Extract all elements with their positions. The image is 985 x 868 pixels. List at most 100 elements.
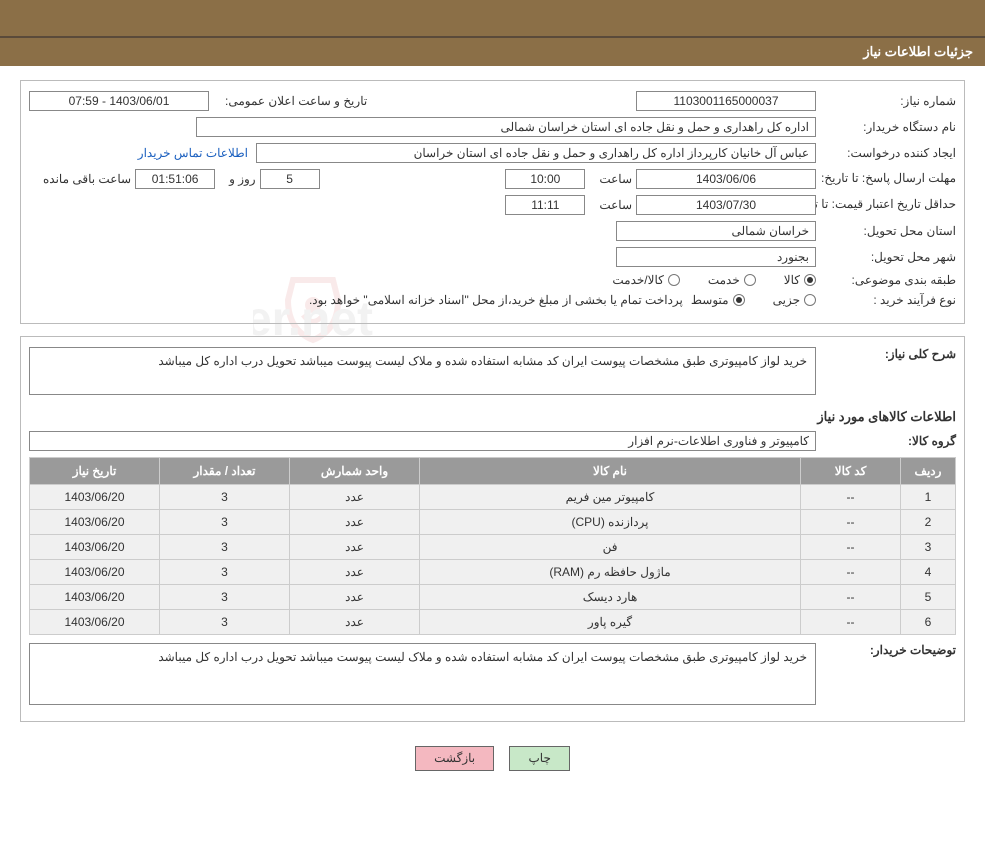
table-cell: کامپیوتر مین فریم [420, 485, 801, 510]
group-label: گروه کالا: [816, 434, 956, 448]
print-button[interactable]: چاپ [509, 746, 569, 771]
table-cell: 3 [160, 585, 290, 610]
days-label: روز و [223, 172, 256, 186]
table-cell: عدد [290, 510, 420, 535]
table-row: 5--هارد دیسکعدد31403/06/20 [30, 585, 956, 610]
table-cell: 4 [901, 560, 956, 585]
table-cell: -- [801, 485, 901, 510]
table-cell: 3 [160, 535, 290, 560]
table-cell: 3 [160, 485, 290, 510]
description-label: شرح کلی نیاز: [816, 347, 956, 361]
process-radio-group: جزیی متوسط [691, 293, 816, 307]
table-row: 6--گیره پاورعدد31403/06/20 [30, 610, 956, 635]
th-name: نام کالا [420, 458, 801, 485]
category-label: طبقه بندی موضوعی: [816, 273, 956, 287]
requester-field: عباس آل خانیان کارپرداز اداره کل راهداری… [256, 143, 816, 163]
table-cell: 2 [901, 510, 956, 535]
requester-label: ایجاد کننده درخواست: [816, 146, 956, 160]
table-cell: هارد دیسک [420, 585, 801, 610]
buyer-contact-link[interactable]: اطلاعات تماس خریدار [138, 146, 248, 160]
radio-both[interactable] [668, 274, 680, 286]
city-label: شهر محل تحویل: [816, 250, 956, 264]
table-cell: 3 [160, 560, 290, 585]
button-row: چاپ بازگشت [20, 734, 965, 783]
buyer-field: اداره کل راهداری و حمل و نقل جاده ای است… [196, 117, 816, 137]
table-cell: -- [801, 560, 901, 585]
items-section-title: اطلاعات کالاهای مورد نیاز [29, 409, 956, 425]
radio-partial[interactable] [804, 294, 816, 306]
table-cell: 3 [901, 535, 956, 560]
buyer-label: نام دستگاه خریدار: [816, 120, 956, 134]
back-button[interactable]: بازگشت [415, 746, 494, 771]
radio-both-label: کالا/خدمت [612, 273, 663, 287]
process-note: پرداخت تمام یا بخشی از مبلغ خرید،از محل … [309, 293, 683, 307]
deadline-date-field: 1403/06/06 [636, 169, 816, 189]
province-label: استان محل تحویل: [816, 224, 956, 238]
table-cell: 1403/06/20 [30, 610, 160, 635]
buyer-notes-label: توضیحات خریدار: [816, 643, 956, 657]
need-number-field: 1103001165000037 [636, 91, 816, 111]
deadline-label: مهلت ارسال پاسخ: تا تاریخ: [816, 171, 956, 187]
th-qty: تعداد / مقدار [160, 458, 290, 485]
page-title: جزئیات اطلاعات نیاز [0, 38, 985, 66]
deadline-time-field: 10:00 [505, 169, 585, 189]
radio-service[interactable] [744, 274, 756, 286]
th-unit: واحد شمارش [290, 458, 420, 485]
group-field: کامپیوتر و فناوری اطلاعات-نرم افزار [29, 431, 816, 451]
validity-time-field: 11:11 [505, 195, 585, 215]
process-label: نوع فرآیند خرید : [816, 293, 956, 307]
table-cell: عدد [290, 585, 420, 610]
category-radio-group: کالا خدمت کالا/خدمت [612, 273, 816, 287]
need-number-label: شماره نیاز: [816, 94, 956, 108]
table-cell: -- [801, 510, 901, 535]
table-cell: 1403/06/20 [30, 485, 160, 510]
validity-date-field: 1403/07/30 [636, 195, 816, 215]
th-date: تاریخ نیاز [30, 458, 160, 485]
table-cell: 1403/06/20 [30, 510, 160, 535]
table-cell: عدد [290, 610, 420, 635]
remaining-time-field: 01:51:06 [135, 169, 215, 189]
table-cell: عدد [290, 560, 420, 585]
table-cell: 3 [160, 610, 290, 635]
table-cell: 1403/06/20 [30, 585, 160, 610]
days-field: 5 [260, 169, 320, 189]
table-cell: -- [801, 585, 901, 610]
remaining-label: ساعت باقی مانده [37, 172, 131, 186]
table-cell: 3 [160, 510, 290, 535]
table-cell: 1403/06/20 [30, 535, 160, 560]
radio-partial-label: جزیی [773, 293, 800, 307]
buyer-notes-text: خرید لواز کامپیوتری طبق مشخصات پیوست ایر… [29, 643, 816, 705]
time-label-1: ساعت [593, 172, 632, 186]
table-cell: عدد [290, 485, 420, 510]
radio-medium[interactable] [733, 294, 745, 306]
table-row: 2--پردازنده (CPU)عدد31403/06/20 [30, 510, 956, 535]
radio-service-label: خدمت [708, 273, 740, 287]
table-cell: 5 [901, 585, 956, 610]
table-cell: فن [420, 535, 801, 560]
province-field: خراسان شمالی [616, 221, 816, 241]
table-cell: -- [801, 610, 901, 635]
top-bar [0, 0, 985, 38]
table-cell: 1403/06/20 [30, 560, 160, 585]
table-cell: پردازنده (CPU) [420, 510, 801, 535]
table-cell: عدد [290, 535, 420, 560]
form-details-section: شماره نیاز: 1103001165000037 تاریخ و ساع… [20, 80, 965, 324]
th-code: کد کالا [801, 458, 901, 485]
time-label-2: ساعت [593, 198, 632, 212]
th-row: ردیف [901, 458, 956, 485]
radio-goods-label: کالا [784, 273, 800, 287]
announce-label: تاریخ و ساعت اعلان عمومی: [219, 94, 367, 108]
table-row: 3--فنعدد31403/06/20 [30, 535, 956, 560]
items-table: ردیف کد کالا نام کالا واحد شمارش تعداد /… [29, 457, 956, 635]
items-section: شرح کلی نیاز: خرید لواز کامپیوتری طبق مش… [20, 336, 965, 722]
city-field: بجنورد [616, 247, 816, 267]
table-cell: 1 [901, 485, 956, 510]
radio-medium-label: متوسط [691, 293, 729, 307]
description-text: خرید لواز کامپیوتری طبق مشخصات پیوست ایر… [29, 347, 816, 395]
radio-goods[interactable] [804, 274, 816, 286]
table-row: 4--ماژول حافظه رم (RAM)عدد31403/06/20 [30, 560, 956, 585]
table-cell: -- [801, 535, 901, 560]
table-cell: 6 [901, 610, 956, 635]
announce-date-field: 1403/06/01 - 07:59 [29, 91, 209, 111]
table-row: 1--کامپیوتر مین فریمعدد31403/06/20 [30, 485, 956, 510]
